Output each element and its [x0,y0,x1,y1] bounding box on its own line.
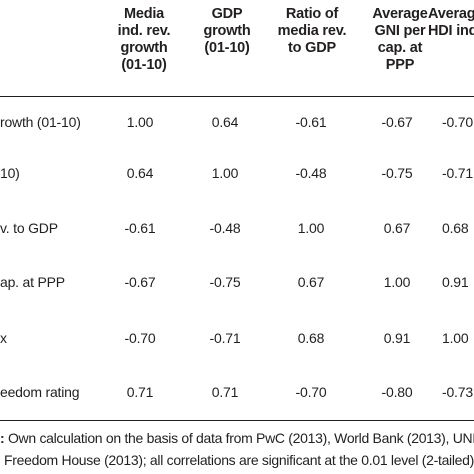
table-cell: -0.75 [209,274,241,290]
table-cell: 1.00 [383,274,411,290]
table-cell: -0.71 [209,330,241,346]
header-rule [0,96,474,97]
table-row: v. to GDP -0.61 -0.48 1.00 0.67 0.68 [0,218,474,238]
footer-rule [0,420,474,421]
table-cell: -0.75 [381,165,413,181]
header-ratio-media-revenue-gdp: Ratio of media rev. to GDP [277,6,347,56]
table-cell: 1.00 [211,165,239,181]
table-cell: 1.00 [297,220,325,236]
table-cell: -0.70 [442,114,473,130]
table-cell: -0.67 [381,114,413,130]
table-cell: -0.61 [295,114,327,130]
table-cell: 0.91 [442,274,469,290]
header-average-hdi: Averag HDI ind [428,6,474,39]
header-average-gni: Average GNI per cap. at PPP [372,6,428,73]
table-cell: 0.67 [297,274,325,290]
row-label: x [0,330,7,346]
table-cell: -0.48 [209,220,241,236]
header-media-revenue-growth: Media ind. rev. growth (01-10) [117,6,171,73]
table-cell: 1.00 [126,114,154,130]
table-cell: -0.80 [381,384,413,400]
table-row: x -0.70 -0.71 0.68 0.91 1.00 [0,328,474,348]
source-note-line-2: Freedom House (2013); all correlations a… [4,452,474,468]
source-note-line-1: : Own calculation on the basis of data f… [0,428,474,448]
table-cell: 0.64 [126,165,154,181]
table-cell: 0.68 [442,220,469,236]
table-cell: 0.68 [297,330,325,346]
row-label: v. to GDP [0,220,58,236]
table-cell: -0.70 [295,384,327,400]
table-row: ap. at PPP -0.67 -0.75 0.67 1.00 0.91 [0,272,474,292]
table-cell: 0.64 [211,114,239,130]
source-note-text: Own calculation on the basis of data fro… [4,430,474,446]
table-cell: 0.71 [126,384,154,400]
table-cell: -0.61 [124,220,156,236]
header-gdp-growth: GDP growth (01-10) [203,6,251,56]
table-cell: 0.91 [383,330,411,346]
row-label: rowth (01-10) [0,114,81,130]
table-cell: -0.73 [442,384,473,400]
table-cell: 1.00 [442,330,469,346]
table-cell: -0.48 [295,165,327,181]
source-note-marker: : [0,430,5,446]
table-cell: -0.70 [124,330,156,346]
table-row: 10) 0.64 1.00 -0.48 -0.75 -0.71 [0,163,474,183]
table-cell: -0.71 [442,165,473,181]
table-cell: -0.67 [124,274,156,290]
row-label: 10) [0,165,20,181]
table-cell: 0.71 [211,384,239,400]
row-label: ap. at PPP [0,274,65,290]
table-cell: 0.67 [383,220,411,236]
table-row: eedom rating 0.71 0.71 -0.70 -0.80 -0.73 [0,382,474,402]
table-row: rowth (01-10) 1.00 0.64 -0.61 -0.67 -0.7… [0,112,474,132]
row-label: eedom rating [0,384,80,400]
